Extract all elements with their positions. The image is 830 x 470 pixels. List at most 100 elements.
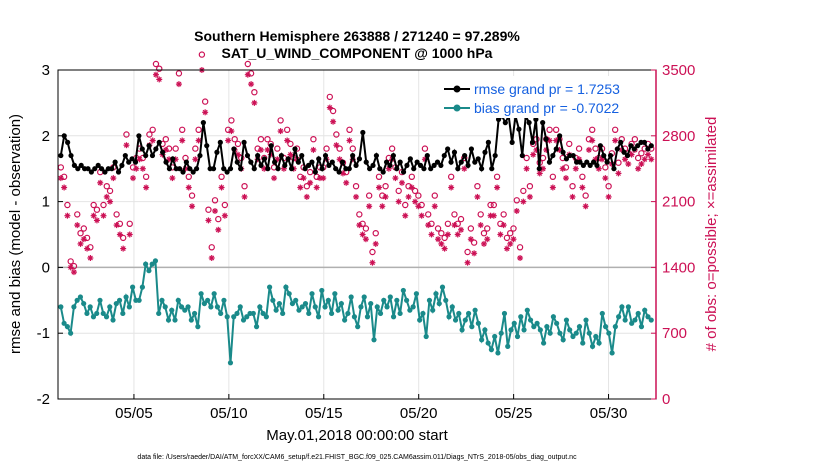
obs-possible-marker: [149, 126, 156, 134]
obs-assimilated-stroke: [301, 175, 307, 181]
obs-assimilated-marker: [418, 212, 425, 219]
bias-point: [234, 310, 240, 317]
y-right-tick-label: 3500: [662, 62, 695, 79]
obs-possible-marker: [500, 211, 507, 218]
obs-assimilated-marker: [185, 184, 192, 191]
obs-possible-marker: [205, 206, 212, 213]
obs-assimilated-marker: [589, 137, 596, 144]
bias-point: [280, 310, 286, 317]
bias-point: [338, 300, 344, 307]
obs-possible-marker: [418, 201, 425, 209]
obs-assimilated-marker: [395, 198, 402, 205]
rmse-point: [282, 162, 288, 169]
obs-possible-marker: [405, 182, 412, 190]
obs-assimilated-marker: [120, 245, 127, 252]
obs-possible-marker: [359, 220, 366, 227]
bias-point: [276, 300, 282, 307]
bias-point: [554, 320, 560, 326]
legend: rmse grand pr = 1.7253 bias grand pr = -…: [440, 76, 652, 118]
bias-point: [635, 310, 641, 317]
obs-assimilated-stroke: [314, 184, 320, 191]
bias-point: [178, 304, 185, 310]
rmse-point: [268, 143, 274, 149]
obs-assimilated-stroke: [379, 203, 385, 209]
bias-point: [136, 297, 142, 303]
obs-possible-marker: [215, 215, 222, 223]
obs-assimilated-marker: [221, 212, 228, 219]
bias-point: [156, 310, 162, 317]
obs-assimilated-marker: [192, 156, 199, 163]
bias-point: [384, 304, 390, 310]
bias-point: [364, 314, 371, 320]
bias-point: [573, 330, 579, 336]
bias-point: [172, 317, 178, 323]
obs-assimilated-stroke: [133, 166, 139, 172]
bias-point: [495, 350, 501, 356]
obs-assimilated-stroke: [497, 231, 503, 238]
y-left-tick-label: 1: [42, 194, 50, 211]
bias-point: [550, 314, 556, 320]
rmse-point: [197, 152, 203, 159]
obs-possible-marker: [638, 150, 645, 157]
obs-possible-marker: [579, 173, 586, 180]
obs-possible-marker: [336, 145, 343, 152]
obs-assimilated-stroke: [586, 147, 592, 153]
obs-assimilated-marker: [310, 146, 317, 153]
bias-point: [377, 310, 384, 317]
obs-possible-marker: [67, 258, 74, 265]
obs-assimilated-stroke: [215, 227, 221, 233]
obs-assimilated-stroke: [383, 194, 389, 200]
rmse-point: [170, 156, 176, 162]
rmse-point: [485, 139, 491, 145]
bias-point: [214, 304, 221, 310]
rmse-point: [472, 159, 478, 165]
obs-assimilated-marker: [559, 165, 566, 172]
rmse-point: [187, 166, 193, 172]
obs-assimilated-stroke: [563, 175, 569, 181]
obs-possible-marker: [497, 220, 504, 227]
obs-assimilated-marker: [585, 146, 592, 153]
obs-assimilated-marker: [356, 222, 363, 229]
bias-point: [227, 360, 234, 366]
obs-assimilated-stroke: [369, 260, 375, 266]
obs-possible-marker: [526, 182, 534, 190]
rmse-point: [58, 152, 64, 159]
rmse-point: [238, 166, 244, 172]
obs-assimilated-marker: [107, 198, 114, 205]
obs-assimilated-stroke: [242, 194, 248, 200]
obs-possible-marker: [477, 211, 484, 218]
bias-point: [544, 324, 550, 330]
obs-assimilated-stroke: [550, 184, 556, 191]
obs-assimilated-marker: [67, 264, 74, 271]
rmse-point: [258, 162, 264, 169]
rmse-point: [234, 159, 240, 165]
obs-possible-marker: [64, 201, 71, 209]
obs-possible-marker: [369, 248, 376, 256]
y-left-tick-label: 2: [42, 128, 50, 145]
rmse-point: [265, 166, 271, 172]
rmse-point: [214, 149, 220, 155]
obs-assimilated-marker: [412, 198, 419, 205]
bias-point: [580, 340, 586, 346]
obs-assimilated-marker: [520, 198, 527, 205]
x-tick-label: 05/05: [115, 405, 153, 422]
rmse-point: [438, 162, 444, 169]
obs-assimilated-marker: [77, 240, 84, 247]
obs-possible-marker: [523, 154, 530, 162]
obs-possible-marker: [408, 173, 416, 180]
obs-assimilated-stroke: [264, 147, 271, 153]
obs-assimilated-stroke: [84, 246, 90, 252]
rmse-point: [533, 116, 539, 122]
obs-possible-marker: [306, 168, 314, 176]
bias-point: [410, 304, 416, 310]
obs-assimilated-stroke: [484, 236, 490, 242]
obs-assimilated-stroke: [156, 76, 162, 82]
rmse-point: [628, 143, 634, 149]
obs-assimilated-marker: [448, 184, 455, 191]
obs-possible-marker: [382, 182, 389, 190]
obs-assimilated-marker: [425, 222, 432, 229]
rmse-point: [251, 166, 257, 172]
obs-assimilated-stroke: [320, 175, 326, 181]
obs-possible-marker: [474, 182, 481, 190]
obs-possible-marker: [444, 220, 452, 227]
